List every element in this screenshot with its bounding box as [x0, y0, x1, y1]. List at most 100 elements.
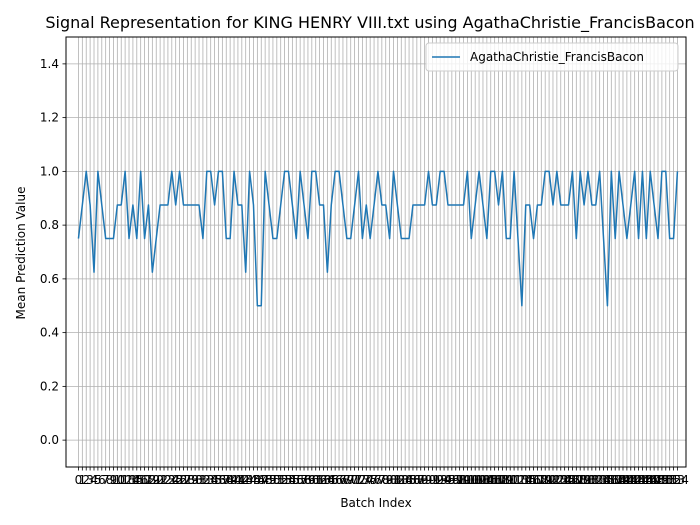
x-tick-label: 72: [351, 473, 366, 487]
x-tick-label: 150: [650, 473, 673, 487]
x-tick-label: 131: [577, 473, 600, 487]
chart-title: Signal Representation for KING HENRY VII…: [45, 13, 694, 33]
x-tick-label: 101: [460, 473, 483, 487]
x-tick-label: 44: [242, 473, 257, 487]
x-tick-label: 39: [222, 473, 237, 487]
x-tick-label: 117: [522, 473, 545, 487]
x-tick-label: 151: [654, 473, 677, 487]
x-tick-label: 46: [250, 473, 265, 487]
x-tick-label: 153: [662, 473, 685, 487]
x-tick-label: 77: [370, 473, 385, 487]
x-tick-label: 113: [507, 473, 530, 487]
x-tick-label: 69: [339, 473, 354, 487]
x-tick-label: 89: [417, 473, 432, 487]
x-tick-label: 62: [312, 473, 327, 487]
x-tick-label: 143: [623, 473, 646, 487]
x-tick-label: 31: [191, 473, 206, 487]
x-tick-label: 22: [156, 473, 171, 487]
x-tick-label: 64: [320, 473, 335, 487]
x-tick-label: 70: [343, 473, 358, 487]
y-tick-label: 0.0: [40, 433, 59, 447]
x-tick-label: 137: [600, 473, 623, 487]
x-tick-label: 13: [121, 473, 136, 487]
x-tick-label: 120: [534, 473, 557, 487]
x-tick-label: 35: [207, 473, 222, 487]
x-tick-label: 121: [538, 473, 561, 487]
x-tick-label: 147: [639, 473, 662, 487]
series-line: [77, 170, 679, 307]
x-tick-label: 119: [530, 473, 553, 487]
x-tick-label: 99: [456, 473, 471, 487]
x-tick-label: 138: [604, 473, 627, 487]
x-tick-label: 54: [281, 473, 296, 487]
x-tick-label: 144: [627, 473, 650, 487]
legend: AgathaChristie_FrancisBacon: [425, 42, 679, 72]
x-tick-label: 78: [374, 473, 389, 487]
x-tick-label: 21: [152, 473, 167, 487]
x-tick-label: 29: [184, 473, 199, 487]
x-tick-label: 139: [608, 473, 631, 487]
x-tick-label: 23: [160, 473, 175, 487]
x-tick-label: 33: [199, 473, 214, 487]
x-tick-label: 67: [331, 473, 346, 487]
x-tick-label: 76: [366, 473, 381, 487]
x-tick-label: 82: [390, 473, 405, 487]
x-tick-label: 74: [359, 473, 374, 487]
x-tick-label: 148: [643, 473, 666, 487]
x-tick-label: 102: [464, 473, 487, 487]
x-tick-label: 94: [436, 473, 451, 487]
x-tick-label: 128: [565, 473, 588, 487]
x-tick-label: 0: [75, 473, 83, 487]
x-tick-label: 108: [487, 473, 510, 487]
x-tick-label: 95: [440, 473, 455, 487]
x-tick-label: 25: [168, 473, 183, 487]
series-layer: [77, 170, 679, 307]
x-tick-label: 109: [491, 473, 514, 487]
x-tick-label: 68: [335, 473, 350, 487]
x-tick-label: 28: [180, 473, 195, 487]
x-tick-label: 57: [293, 473, 308, 487]
x-tick-label: 47: [254, 473, 269, 487]
x-tick-label: 145: [631, 473, 654, 487]
y-gridlines: [66, 63, 686, 441]
x-tick-label: 154: [666, 473, 689, 487]
y-tick-label: 1.4: [40, 57, 59, 71]
x-tick-label: 63: [316, 473, 331, 487]
x-tick-label: 53: [277, 473, 292, 487]
y-tick-label: 0.8: [40, 218, 59, 232]
y-axis-ticks: 0.0 0.2 0.4 0.6 0.8 1.0 1.2 1.4: [40, 57, 66, 447]
x-tick-label: 126: [557, 473, 580, 487]
x-tick-label: 37: [215, 473, 230, 487]
x-tick-label: 152: [658, 473, 681, 487]
x-tick-label: 61: [308, 473, 323, 487]
x-tick-label: 149: [647, 473, 670, 487]
x-tick-label: 90: [421, 473, 436, 487]
x-tick-label: 112: [503, 473, 526, 487]
y-tick-label: 0.6: [40, 272, 59, 286]
x-tick-label: 30: [187, 473, 202, 487]
x-tick-label: 83: [394, 473, 409, 487]
x-tick-label: 86: [405, 473, 420, 487]
x-tick-label: 87: [409, 473, 424, 487]
x-tick-label: 103: [468, 473, 491, 487]
x-tick-label: 9: [110, 473, 118, 487]
x-tick-label: 27: [176, 473, 191, 487]
x-tick-label: 116: [518, 473, 541, 487]
x-tick-label: 96: [444, 473, 459, 487]
x-tick-label: 125: [553, 473, 576, 487]
x-tick-label: 4: [90, 473, 98, 487]
x-tick-label: 16: [133, 473, 148, 487]
x-tick-label: 146: [635, 473, 658, 487]
x-tick-label: 36: [211, 473, 226, 487]
x-tick-label: 73: [355, 473, 370, 487]
x-tick-label: 42: [234, 473, 249, 487]
y-tick-label: 1.0: [40, 164, 59, 178]
x-tick-label: 48: [258, 473, 273, 487]
x-tick-label: 123: [545, 473, 568, 487]
x-tick-label: 20: [149, 473, 164, 487]
x-tick-label: 38: [219, 473, 234, 487]
x-tick-label: 14: [125, 473, 140, 487]
x-tick-label: 1: [79, 473, 87, 487]
x-tick-label: 124: [549, 473, 572, 487]
